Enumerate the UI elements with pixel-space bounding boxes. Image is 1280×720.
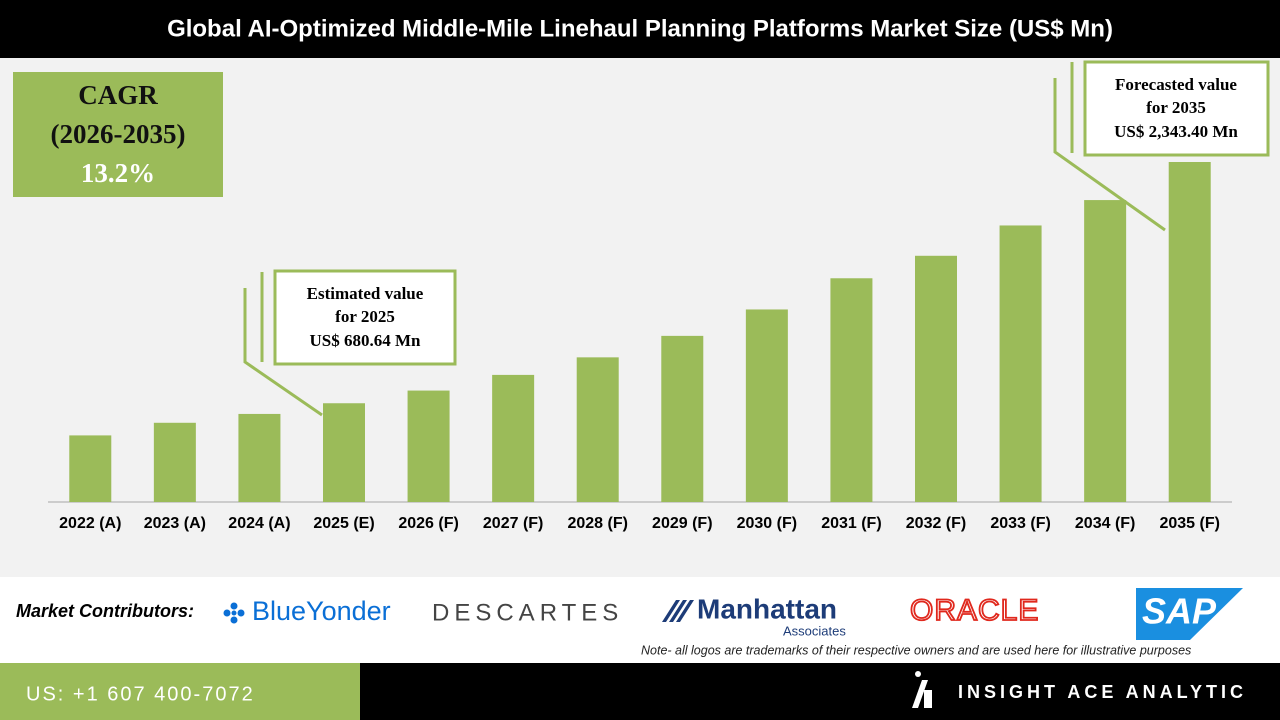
bar [999, 225, 1042, 502]
x-tick-label: 2027 (F) [483, 515, 543, 532]
x-tick-label: 2031 (F) [821, 515, 881, 532]
brand-icon [912, 671, 932, 708]
x-tick-label: 2022 (A) [59, 515, 121, 532]
logo-oracle: ORACLE [910, 594, 1039, 627]
bar [915, 255, 957, 502]
bar [745, 309, 788, 502]
bar [661, 335, 704, 502]
logo-manhattan-sub: Associates [783, 623, 846, 638]
manhattan-icon [662, 600, 694, 622]
x-tick-label: 2028 (F) [567, 515, 627, 532]
bar [576, 357, 619, 502]
title-bar [0, 0, 1280, 58]
bar [407, 390, 450, 502]
footer-brand-bg [360, 663, 1280, 720]
callout-line [243, 288, 323, 417]
x-tick-label: 2029 (F) [652, 515, 712, 532]
cagr-period: (2026-2035) [51, 119, 186, 149]
callout-text: Forecasted value [1115, 75, 1237, 94]
x-tick-label: 2024 (A) [228, 515, 290, 532]
callout-text: for 2035 [1146, 98, 1206, 117]
cagr-box [13, 72, 223, 197]
contributors-label: Market Contributors: [16, 601, 194, 621]
footer-phone: US: +1 607 400-7072 [26, 683, 255, 705]
footer-brand: INSIGHT ACE ANALYTIC [958, 682, 1247, 702]
bar [153, 422, 196, 502]
x-tick-label: 2023 (A) [144, 515, 206, 532]
x-tick-label: 2026 (F) [398, 515, 458, 532]
chart-title: Global AI-Optimized Middle-Mile Linehaul… [167, 15, 1113, 42]
x-tick-label: 2035 (F) [1159, 515, 1219, 532]
bar [69, 435, 112, 502]
callout-text: for 2025 [335, 307, 395, 326]
bars [69, 162, 1211, 503]
x-tick-label: 2033 (F) [990, 515, 1050, 532]
x-tick-label: 2034 (F) [1075, 515, 1135, 532]
note: Note- all logos are trademarks of their … [641, 643, 1191, 657]
bar [492, 374, 535, 502]
bar [323, 403, 365, 502]
footer-phone-bg [0, 663, 360, 720]
logo-descartes: DESCARTES [432, 599, 623, 626]
bar [238, 413, 281, 502]
callout-text: Estimated value [307, 284, 424, 303]
logo-manhattan: Manhattan [697, 593, 837, 624]
cagr-label: CAGR [78, 80, 158, 110]
bar [830, 278, 873, 502]
x-tick-label: 2030 (F) [737, 515, 797, 532]
callout-box [1083, 60, 1270, 157]
callout-text: US$ 2,343.40 Mn [1114, 122, 1238, 141]
logo-sap: SAP [1142, 591, 1217, 632]
callout-text: US$ 680.64 Mn [310, 331, 422, 350]
blueyonder-icon [223, 602, 245, 624]
callout-line [1053, 78, 1166, 232]
x-tick-label: 2025 (E) [313, 515, 374, 532]
sap-logo-bg [1136, 588, 1243, 640]
x-tick-label: 2032 (F) [906, 515, 966, 532]
bar [1168, 162, 1211, 502]
bar [1084, 200, 1127, 503]
logo-blueyonder: BlueYonder [252, 596, 391, 626]
cagr-value: 13.2% [81, 158, 155, 188]
callout-box [273, 269, 457, 366]
